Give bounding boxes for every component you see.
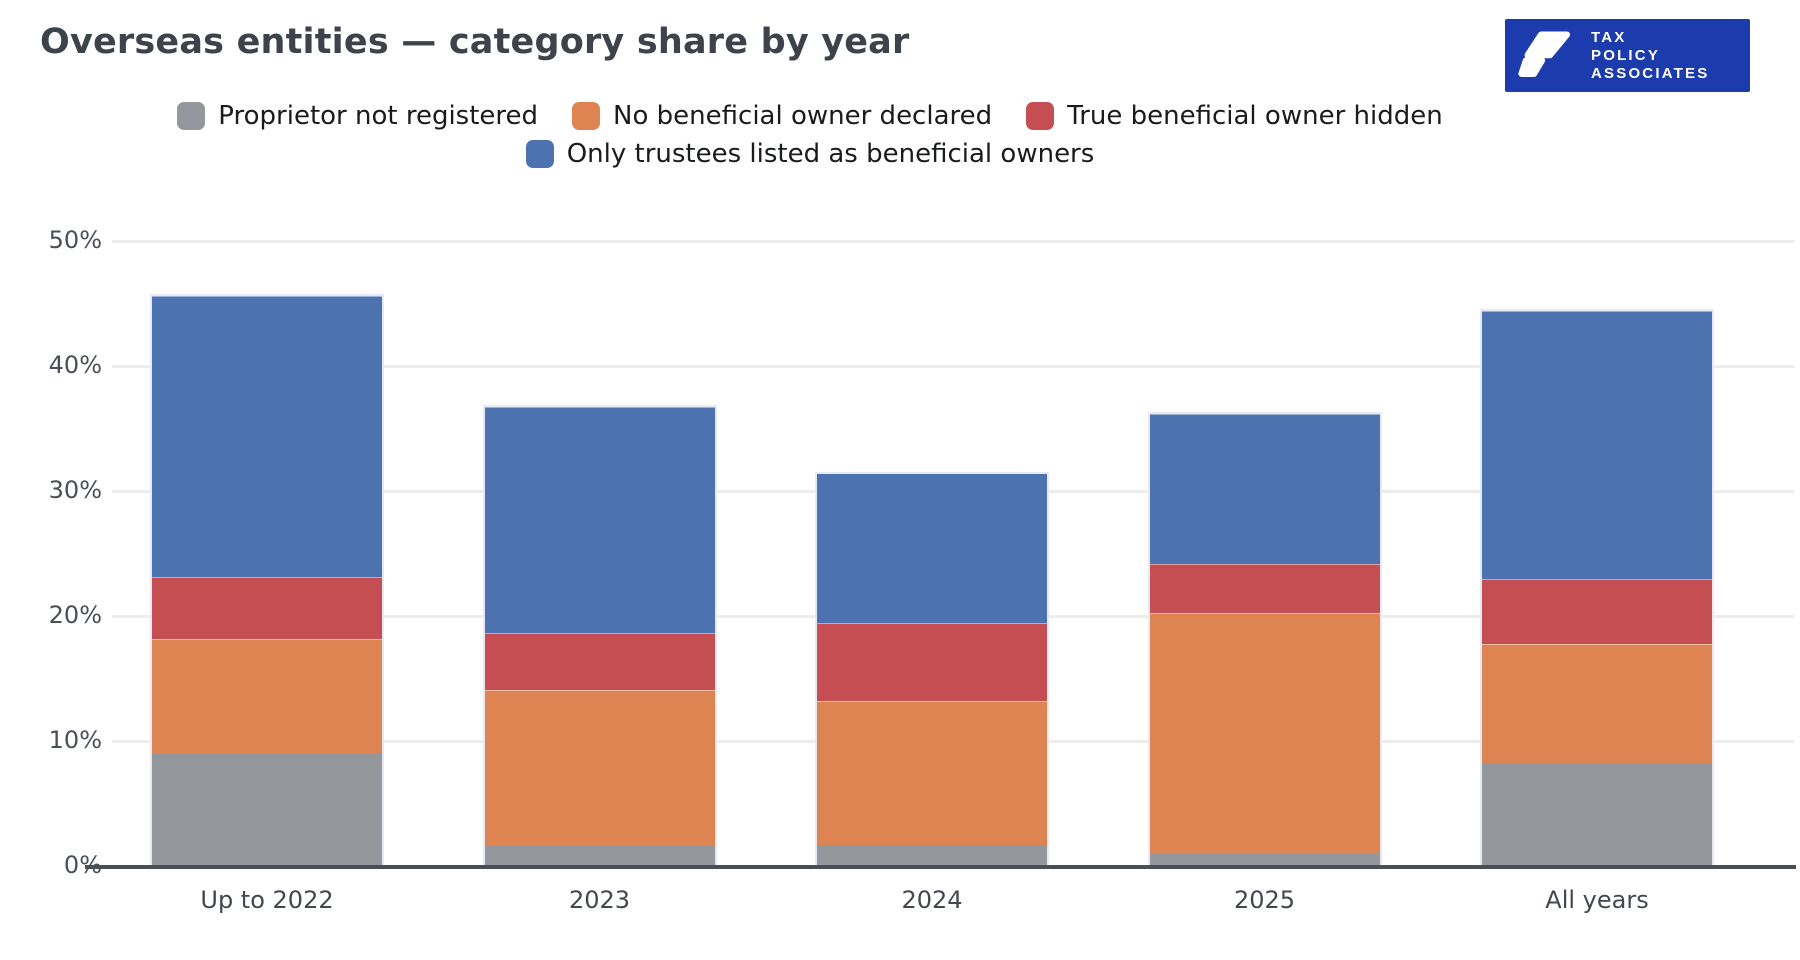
y-axis-tick-label: 10% <box>48 726 102 754</box>
legend-swatch-icon <box>177 102 206 130</box>
bar-segment <box>152 754 382 866</box>
legend-label: Proprietor not registered <box>218 101 539 131</box>
stacked-bar-2025 <box>1147 411 1382 868</box>
stacked-bar-all-years <box>1480 309 1714 868</box>
logo-text-line: ASSOCIATES <box>1591 64 1710 82</box>
bar-segment <box>1149 413 1380 564</box>
bar-segment <box>1482 579 1712 644</box>
bar-segment <box>817 844 1047 866</box>
bar-segment <box>152 296 382 577</box>
x-axis-category-label: 2023 <box>568 886 631 914</box>
legend-item: True beneficial owner hidden <box>1026 98 1443 134</box>
stacked-bar-up-to-2022 <box>150 294 384 868</box>
logo-text-line: TAX <box>1591 28 1627 46</box>
legend-swatch-icon <box>572 102 601 130</box>
bar-segment <box>1149 612 1380 854</box>
bar-segment <box>1482 643 1712 763</box>
legend-swatch-icon <box>525 140 554 168</box>
chart-legend: Proprietor not registered No beneficial o… <box>0 98 1620 172</box>
legend-item: No beneficial owner declared <box>572 98 992 134</box>
bar-segment <box>1149 563 1380 613</box>
bar-segment <box>1482 311 1712 580</box>
stacked-bar-2023 <box>482 405 717 868</box>
legend-item: Proprietor not registered <box>177 98 538 134</box>
chart-title: Overseas entities — category share by ye… <box>40 22 910 62</box>
gridline-50 <box>112 240 1794 243</box>
bar-segment <box>817 623 1047 702</box>
bar-segment <box>152 638 382 755</box>
y-axis-tick-label: 40% <box>48 351 102 379</box>
legend-label: True beneficial owner hidden <box>1067 101 1443 131</box>
logo-mark-icon <box>1518 30 1571 77</box>
bar-segment <box>484 633 715 690</box>
legend-row: Only trustees listed as beneficial owner… <box>525 136 1095 172</box>
x-axis-category-label: 2025 <box>1233 886 1296 914</box>
bar-segment <box>817 473 1047 624</box>
x-axis-category-label: Up to 2022 <box>200 886 334 914</box>
y-axis-tick-label: 30% <box>48 476 102 504</box>
legend-row: Proprietor not registered No beneficial o… <box>177 98 1443 134</box>
logo-text: TAX POLICY ASSOCIATES <box>1591 29 1709 83</box>
tax-policy-associates-logo: TAX POLICY ASSOCIATES <box>1505 19 1750 92</box>
bar-segment <box>484 407 715 634</box>
legend-swatch-icon <box>1026 102 1055 130</box>
legend-item: Only trustees listed as beneficial owner… <box>525 136 1095 172</box>
bar-segment <box>152 576 382 639</box>
bar-segment <box>1149 853 1380 866</box>
gridline-40 <box>112 365 1794 368</box>
x-axis-line <box>85 865 1796 869</box>
legend-label: No beneficial owner declared <box>613 101 993 131</box>
y-axis-tick-label: 50% <box>48 226 102 254</box>
x-axis-category-label: All years <box>1545 886 1649 914</box>
bar-segment <box>817 701 1047 845</box>
y-axis-tick-label: 20% <box>48 601 102 629</box>
bar-segment <box>484 846 715 866</box>
x-axis-category-label: 2024 <box>901 886 963 914</box>
stacked-bar-2024 <box>815 471 1049 868</box>
legend-label: Only trustees listed as beneficial owner… <box>566 139 1095 169</box>
bar-segment <box>484 689 715 847</box>
logo-text-line: POLICY <box>1591 46 1661 64</box>
bar-segment <box>1482 762 1712 866</box>
